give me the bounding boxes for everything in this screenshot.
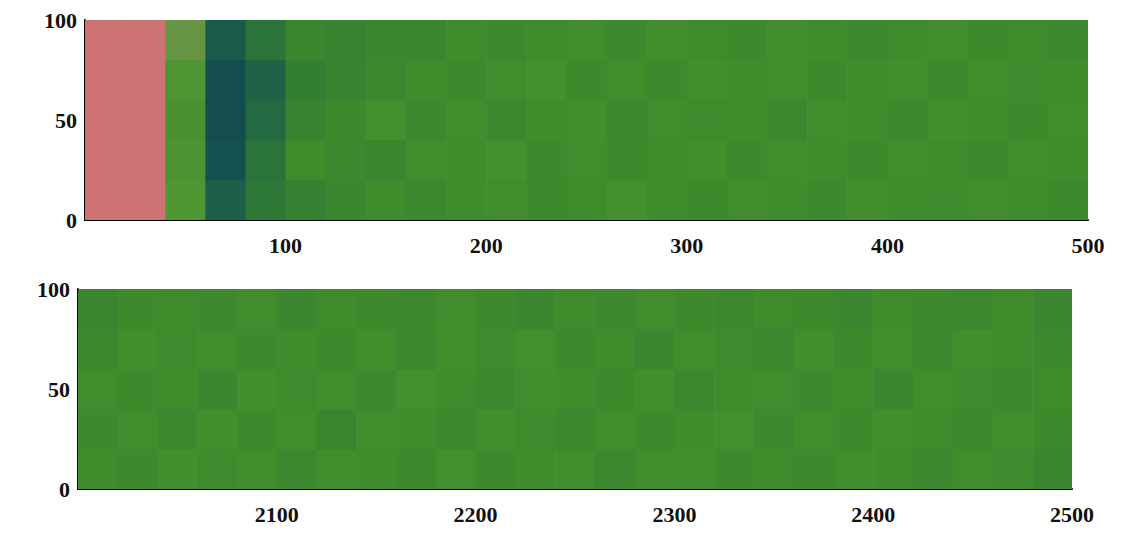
svg-text:0: 0 (66, 208, 77, 233)
svg-text:0: 0 (59, 477, 70, 502)
svg-text:2500: 2500 (1050, 502, 1094, 527)
svg-text:100: 100 (37, 277, 70, 302)
svg-text:100: 100 (44, 8, 77, 33)
svg-text:100: 100 (269, 233, 302, 258)
svg-text:2400: 2400 (851, 502, 895, 527)
svg-text:50: 50 (48, 377, 70, 402)
svg-text:2100: 2100 (255, 502, 299, 527)
svg-text:300: 300 (670, 233, 703, 258)
svg-text:500: 500 (1072, 233, 1105, 258)
svg-text:2300: 2300 (652, 502, 696, 527)
svg-text:50: 50 (55, 108, 77, 133)
svg-text:400: 400 (871, 233, 904, 258)
svg-text:2200: 2200 (454, 502, 498, 527)
svg-text:200: 200 (470, 233, 503, 258)
